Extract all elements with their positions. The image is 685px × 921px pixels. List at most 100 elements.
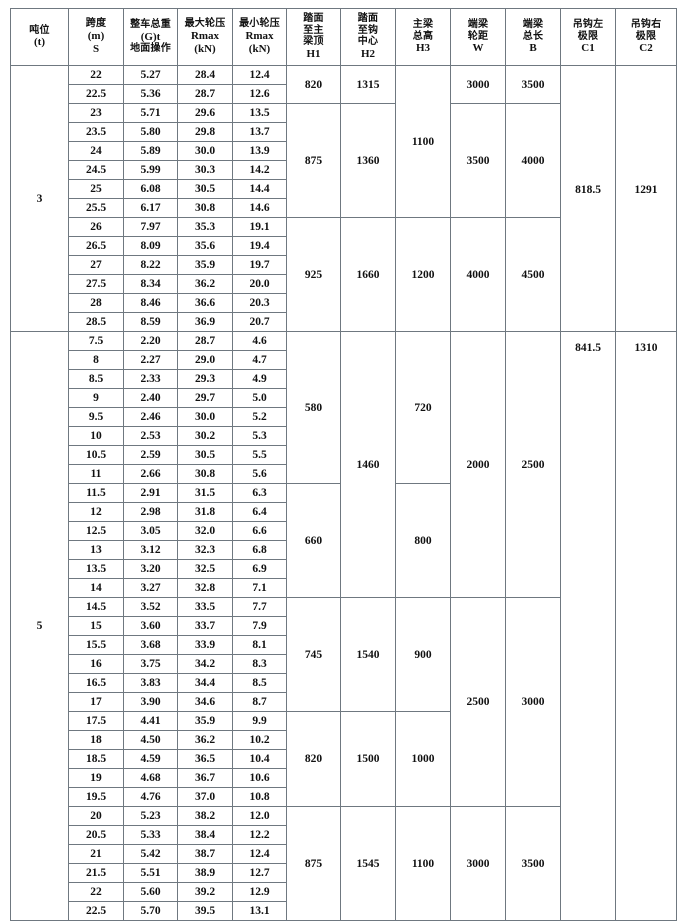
rmax-cell: 28.7: [177, 84, 233, 104]
h2-cell: 1360: [340, 103, 396, 218]
table-row: 5 7.5 2.20 28.7 4.6 580 1460 720 2000 2500 841.5 13…: [10, 331, 677, 921]
span-cell: 19.5: [68, 787, 124, 807]
total-weight-cell: 7.97: [123, 217, 178, 237]
header-line: 踏面: [357, 12, 379, 24]
span-cell: 28: [68, 293, 124, 313]
total-weight-cell: 2.27: [123, 350, 178, 370]
w-cell: 3000: [450, 65, 506, 104]
c1-cell: 818.5: [560, 65, 616, 332]
h2-cell: 1545: [340, 806, 396, 921]
total-weight-cell: 4.41: [123, 711, 178, 731]
rmin-cell: 14.2: [232, 160, 287, 180]
rmax-cell: 30.2: [177, 426, 233, 446]
rmin-cell: 8.7: [232, 692, 287, 712]
total-weight-cell: 5.80: [123, 122, 178, 142]
span-cell: 16.5: [68, 673, 124, 693]
h3-cell: 800: [395, 483, 451, 598]
rmax-cell: 34.6: [177, 692, 233, 712]
total-weight-cell: 5.89: [123, 141, 178, 161]
h3-cell: 1100: [395, 65, 451, 218]
table-body: 3 22 5.27 28.4 12.4 820 1315 1100 3000 3500 818.5 1…: [10, 65, 677, 921]
header-line: 踏面: [303, 12, 324, 24]
rmin-cell: 4.9: [232, 369, 287, 389]
span-cell: 28.5: [68, 312, 124, 332]
rmax-cell: 30.5: [177, 445, 233, 465]
span-cell: 24.5: [68, 160, 124, 180]
rmin-cell: 5.0: [232, 388, 287, 408]
header-line: S: [92, 42, 100, 55]
h1-cell: 820: [286, 711, 341, 807]
total-weight-cell: 8.22: [123, 255, 178, 275]
rmin-cell: 4.7: [232, 350, 287, 370]
rmin-cell: 8.5: [232, 673, 287, 693]
total-weight-cell: 2.20: [123, 331, 178, 351]
span-cell: 9.5: [68, 407, 124, 427]
rmin-cell: 20.7: [232, 312, 287, 332]
header-line: 总高: [412, 30, 434, 42]
w-cell: 4000: [450, 217, 506, 332]
span-cell: 12.5: [68, 521, 124, 541]
span-cell: 17: [68, 692, 124, 712]
h2-cell: 1460: [340, 331, 396, 598]
rmax-cell: 31.8: [177, 502, 233, 522]
rmax-cell: 29.7: [177, 388, 233, 408]
span-cell: 14: [68, 578, 124, 598]
h1-cell: 820: [286, 65, 341, 104]
table-row: 26 7.97 35.3 19.1 925 1660 1200 4000 4500: [11, 217, 677, 332]
total-weight-cell: 5.42: [123, 844, 178, 864]
table-row: 9 2.40 29.7 5.0: [11, 388, 677, 408]
header-line: 至主: [303, 24, 324, 36]
table-row: 16 3.75 34.2 8.3: [11, 654, 677, 674]
rmin-cell: 7.7: [232, 597, 287, 617]
span-cell: 10: [68, 426, 124, 446]
total-weight-cell: 4.59: [123, 749, 178, 769]
h2-cell: 1500: [340, 711, 396, 807]
rmax-cell: 29.8: [177, 122, 233, 142]
span-cell: 25.5: [68, 198, 124, 218]
table-row: 19.5 4.76 37.0 10.8: [11, 787, 677, 807]
rmin-cell: 5.6: [232, 464, 287, 484]
rmax-cell: 28.4: [177, 65, 233, 85]
rmin-cell: 14.6: [232, 198, 287, 218]
total-weight-cell: 2.98: [123, 502, 178, 522]
table-row: 27 8.22 35.9 19.7: [11, 255, 677, 275]
total-weight-cell: 5.70: [123, 901, 178, 921]
header-row: 吨位 (t) 跨度 (m) S 整车总重 (G)t 地面操作 最大轮压 Rmax (kN) 最小轮压 R…: [10, 8, 677, 66]
span-cell: 8: [68, 350, 124, 370]
rmax-cell: 36.2: [177, 730, 233, 750]
table-row: 26.5 8.09 35.6 19.4: [11, 236, 677, 256]
header-line: Rmax: [245, 29, 274, 42]
rmax-cell: 32.3: [177, 540, 233, 560]
rmin-cell: 6.3: [232, 483, 287, 503]
rmax-cell: 30.5: [177, 179, 233, 199]
col-header-w: 端梁 轮距 W: [450, 8, 506, 66]
total-weight-cell: 2.59: [123, 445, 178, 465]
rmin-cell: 13.1: [232, 901, 287, 921]
table-header: 吨位 (t) 跨度 (m) S 整车总重 (G)t 地面操作 最大轮压 Rmax (kN) 最小轮压 R…: [10, 8, 677, 66]
header-line: (t): [34, 36, 45, 49]
h3-cell: 1000: [395, 711, 451, 807]
header-line: 梁顶: [303, 36, 324, 48]
rmax-cell: 32.0: [177, 521, 233, 541]
total-weight-cell: 4.50: [123, 730, 178, 750]
rmin-cell: 9.9: [232, 711, 287, 731]
h1-cell: 660: [286, 483, 341, 598]
span-cell: 11.5: [68, 483, 124, 503]
header-line: (m): [87, 29, 105, 42]
h2-cell: 1660: [340, 217, 396, 332]
rmax-cell: 36.6: [177, 293, 233, 313]
rmax-cell: 30.3: [177, 160, 233, 180]
rmax-cell: 32.8: [177, 578, 233, 598]
rmin-cell: 6.6: [232, 521, 287, 541]
rmin-cell: 5.5: [232, 445, 287, 465]
rmax-cell: 34.2: [177, 654, 233, 674]
table-row: 21 5.42 38.7 12.4: [11, 844, 677, 864]
table-row: 28.5 8.59 36.9 20.7: [11, 312, 677, 332]
w-cell: 2000: [450, 331, 506, 598]
span-cell: 21.5: [68, 863, 124, 883]
total-weight-cell: 2.91: [123, 483, 178, 503]
rmin-cell: 13.7: [232, 122, 287, 142]
table-row: 27.5 8.34 36.2 20.0: [11, 274, 677, 294]
rmax-cell: 33.9: [177, 635, 233, 655]
header-line: 最小轮压: [239, 18, 280, 30]
